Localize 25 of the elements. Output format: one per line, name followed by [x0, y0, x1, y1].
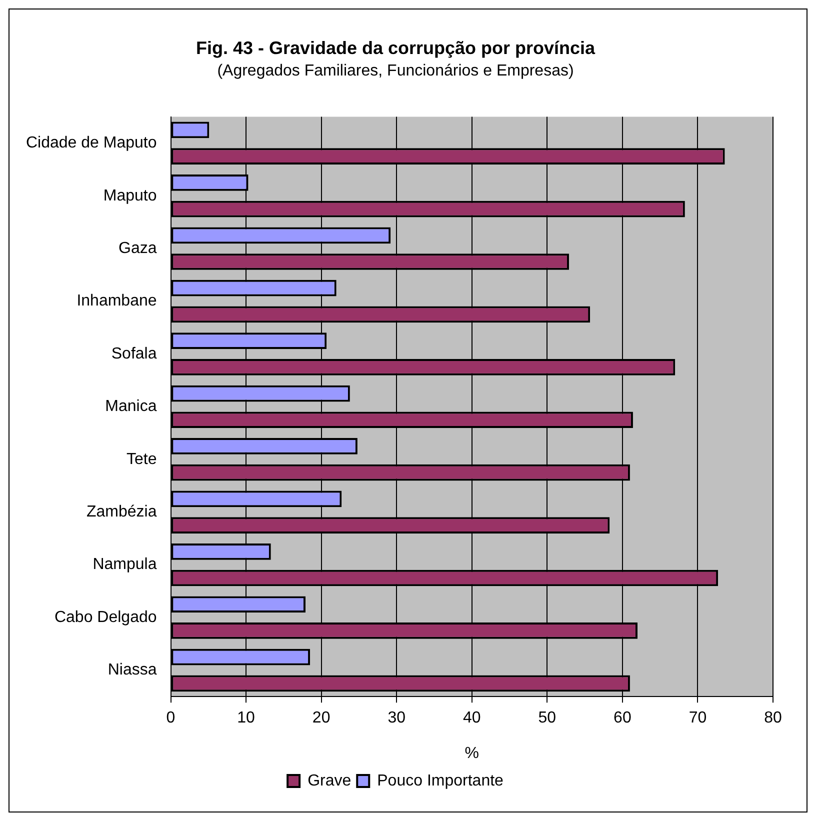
- x-tick-label: 70: [688, 710, 707, 727]
- y-tick-label: Gaza: [118, 240, 157, 257]
- y-tick-label: Sofala: [111, 345, 157, 362]
- x-tick-label: 20: [312, 710, 330, 727]
- chart-title: Fig. 43 - Gravidade da corrupção por província: [196, 38, 596, 58]
- y-tick-label: Tete: [126, 450, 157, 468]
- x-tick-label: 10: [237, 710, 256, 727]
- x-tick-label: 80: [764, 710, 782, 727]
- x-tick-label: 0: [166, 710, 176, 727]
- y-tick-label: Cidade de Maputo: [26, 134, 157, 152]
- x-axis-title: %: [464, 744, 479, 762]
- x-tick-label: 40: [462, 710, 481, 727]
- y-tick-label: Maputo: [103, 187, 157, 204]
- y-tick-label: Inhambane: [76, 292, 157, 310]
- legend-label: Pouco Importante: [377, 772, 504, 790]
- y-tick-label: Cabo Delgado: [54, 608, 157, 626]
- legend-label: Grave: [308, 772, 352, 790]
- y-tick-label: Manica: [105, 398, 157, 416]
- chart-subtitle: (Agregados Familiares, Funcionários e Empresas): [217, 62, 574, 80]
- y-tick-label: Nampula: [92, 556, 157, 574]
- x-tick-label: 30: [388, 710, 406, 727]
- x-tick-label: 50: [538, 710, 556, 727]
- x-tick-label: 60: [614, 710, 632, 727]
- y-tick-label: Niassa: [108, 662, 157, 679]
- y-tick-label: Zambézia: [86, 504, 157, 521]
